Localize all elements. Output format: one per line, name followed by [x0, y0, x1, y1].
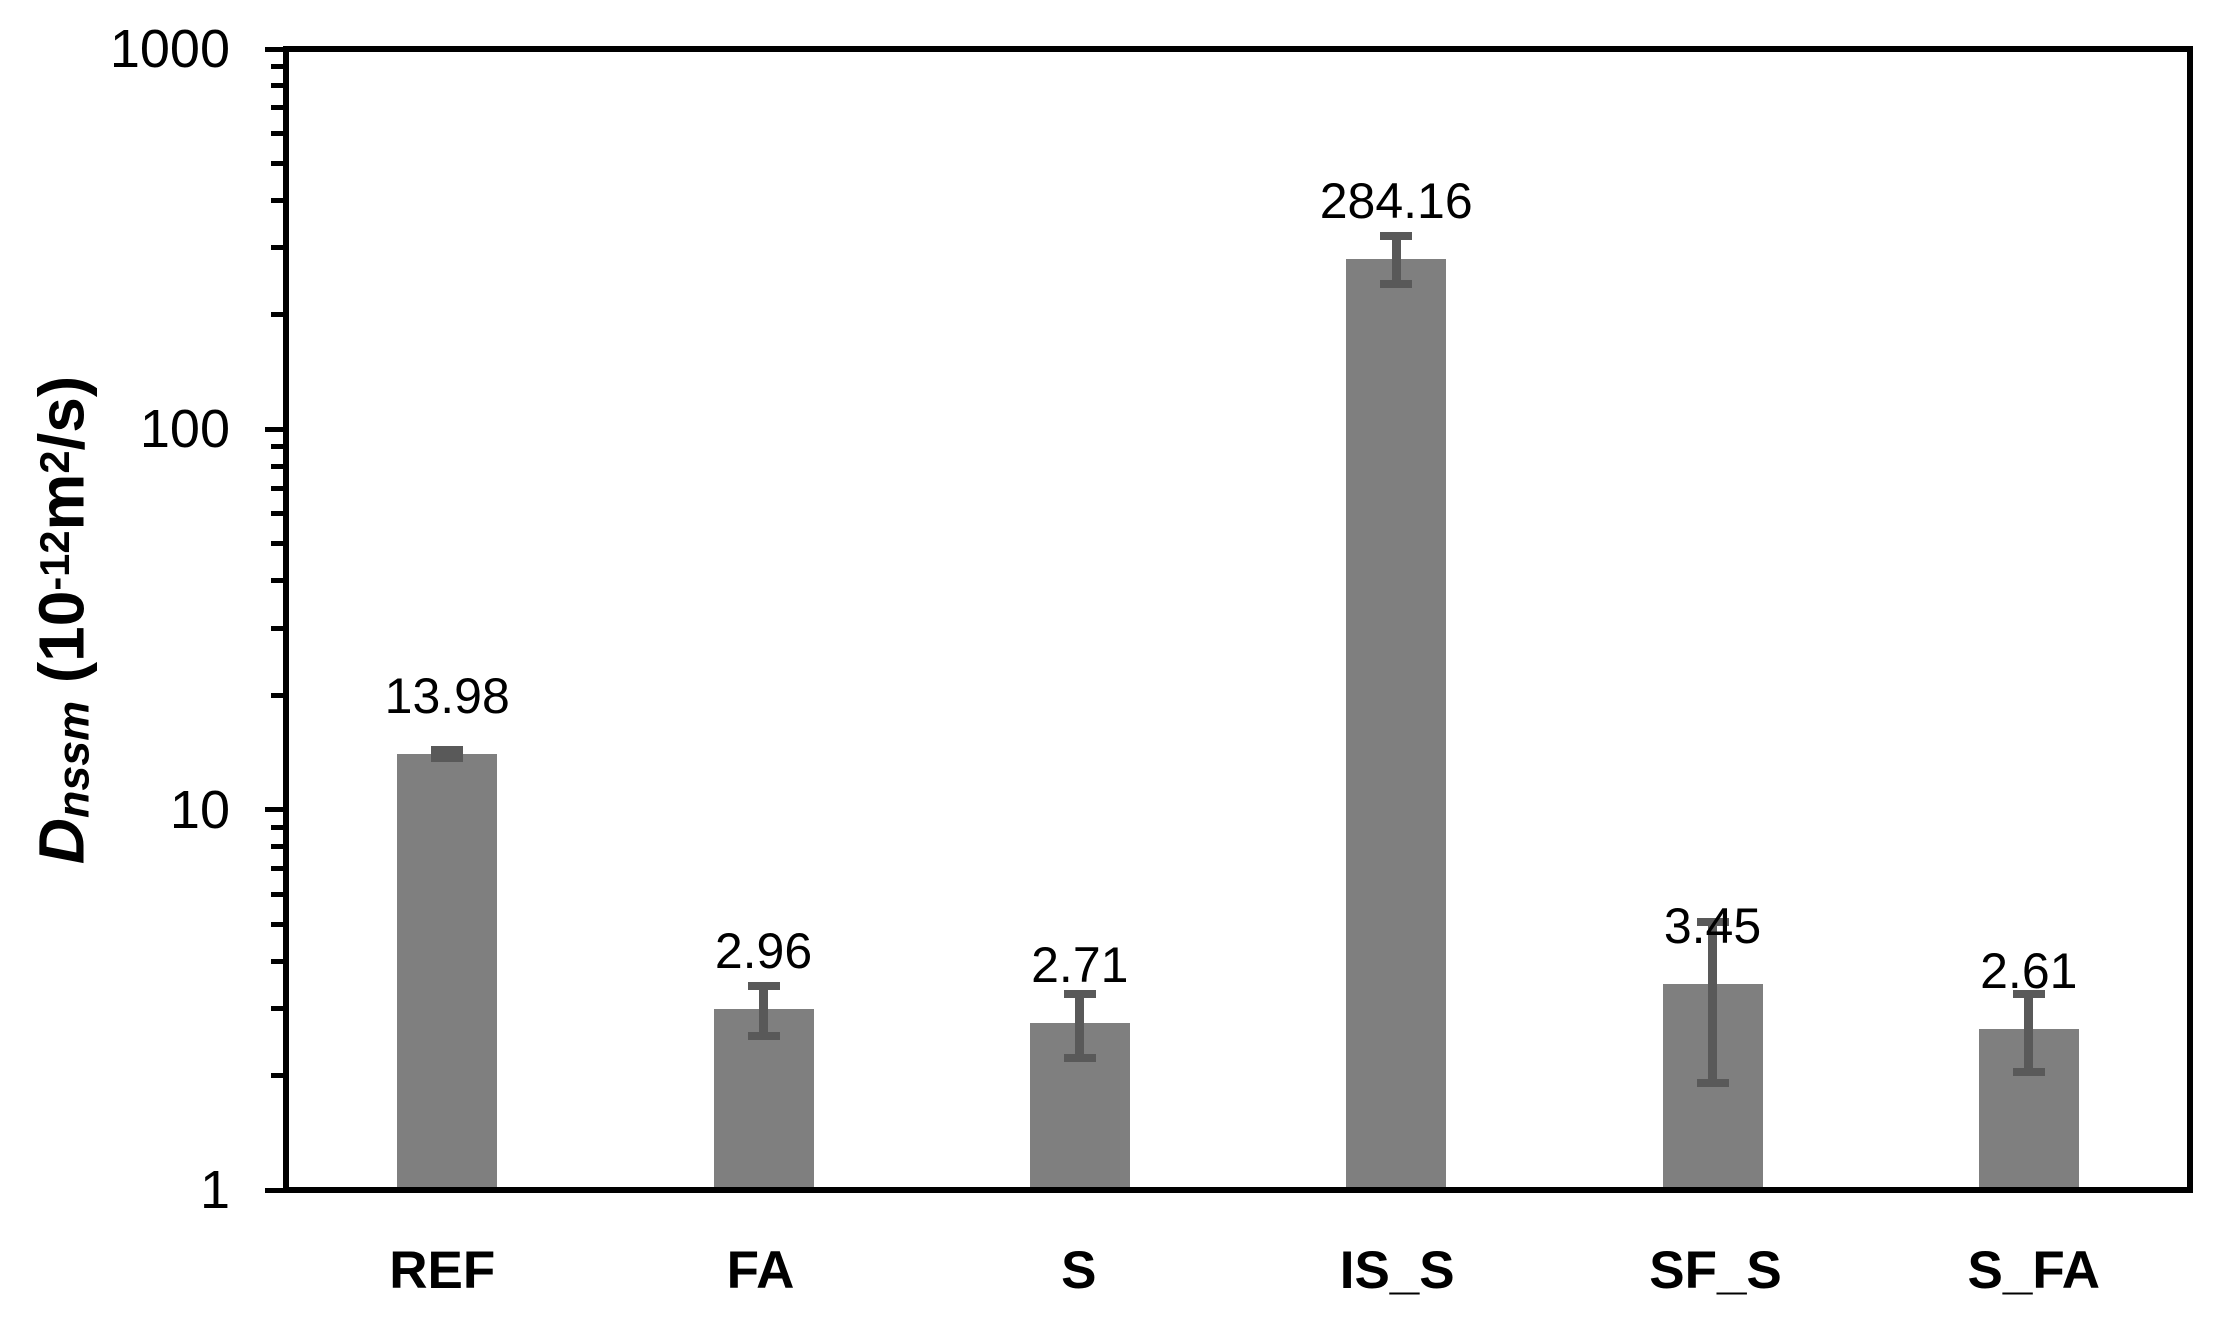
error-bar-S_FA — [2024, 993, 2034, 1073]
error-bar-IS_S — [1391, 236, 1401, 284]
y-tick-label-100: 100 — [139, 399, 230, 460]
y-minor-tick-600 — [271, 130, 283, 136]
y-minor-tick-50 — [271, 541, 283, 547]
y-minor-tick-20 — [271, 692, 283, 698]
error-bar-SF_S — [1708, 921, 1717, 1084]
y-axis: 1 10 100 1000 — [0, 21, 283, 1218]
error-cap-bottom-IS_S — [1380, 279, 1413, 288]
value-label-REF: 13.98 — [384, 667, 510, 724]
y-major-tick-100 — [265, 426, 283, 432]
x-label-FA: FA — [726, 1241, 795, 1300]
value-label-S_FA: 2.61 — [1980, 943, 2078, 1000]
y-minor-tick-5 — [271, 921, 283, 927]
y-major-tick-1000 — [265, 46, 283, 52]
x-label-REF: REF — [389, 1241, 496, 1300]
value-label-SF_S: 3.45 — [1663, 897, 1762, 954]
error-cap-bottom-FA — [747, 1031, 780, 1040]
error-bar-S — [1075, 993, 1085, 1058]
y-minor-tick-4 — [271, 958, 283, 964]
value-label-S: 2.71 — [1031, 937, 1129, 994]
y-minor-tick-80 — [271, 463, 283, 469]
error-cap-top-FA — [747, 981, 780, 990]
x-label-SF_S: SF_S — [1649, 1241, 1782, 1300]
y-minor-tick-9 — [271, 824, 283, 830]
bar-IS_S — [1346, 258, 1447, 1187]
error-bar-REF — [442, 749, 452, 759]
error-bar-FA — [759, 985, 768, 1036]
y-minor-tick-60 — [271, 511, 283, 517]
y-tick-label-1: 1 — [199, 1160, 230, 1220]
y-minor-tick-500 — [271, 161, 283, 166]
y-minor-tick-900 — [271, 63, 283, 69]
y-minor-tick-40 — [271, 578, 283, 584]
y-minor-tick-3 — [271, 1006, 283, 1011]
x-label-IS_S: IS_S — [1339, 1241, 1455, 1300]
value-label-IS_S: 284.16 — [1319, 172, 1473, 229]
y-minor-tick-700 — [271, 105, 283, 111]
y-minor-tick-30 — [271, 625, 283, 631]
error-cap-bottom-S — [1063, 1053, 1096, 1062]
y-tick-label-1000: 1000 — [109, 19, 230, 79]
y-minor-tick-800 — [271, 83, 283, 89]
x-label-S_FA: S_FA — [1967, 1241, 2101, 1300]
bar-REF — [397, 753, 498, 1187]
y-minor-tick-70 — [271, 485, 283, 491]
error-cap-top-REF — [431, 745, 464, 754]
error-cap-top-S — [1063, 989, 1096, 998]
y-major-tick-1 — [265, 1187, 283, 1193]
y-minor-tick-300 — [271, 245, 283, 251]
y-minor-tick-7 — [271, 866, 283, 872]
y-minor-tick-2 — [271, 1073, 283, 1078]
y-tick-label-10: 10 — [169, 779, 230, 840]
error-cap-top-IS_S — [1380, 232, 1413, 241]
error-cap-top-SF_S — [1696, 917, 1729, 926]
y-major-tick-10 — [265, 807, 283, 813]
y-minor-tick-6 — [271, 891, 283, 897]
error-cap-bottom-S_FA — [2012, 1068, 2045, 1077]
error-cap-bottom-REF — [431, 754, 464, 763]
y-minor-tick-200 — [271, 312, 283, 318]
y-minor-tick-8 — [271, 844, 283, 849]
value-label-FA: 2.96 — [714, 922, 813, 979]
x-label-S: S — [1061, 1241, 1097, 1300]
y-minor-tick-400 — [271, 197, 283, 203]
error-cap-bottom-SF_S — [1696, 1079, 1729, 1088]
plot-area: 13.98 2.96 2.71 284.16 3.45 2.61 — [283, 46, 2193, 1193]
x-axis-labels: REF FA S IS_S SF_S S_FA — [283, 1240, 2193, 1310]
y-minor-tick-90 — [271, 444, 283, 450]
error-cap-top-S_FA — [2012, 989, 2045, 998]
